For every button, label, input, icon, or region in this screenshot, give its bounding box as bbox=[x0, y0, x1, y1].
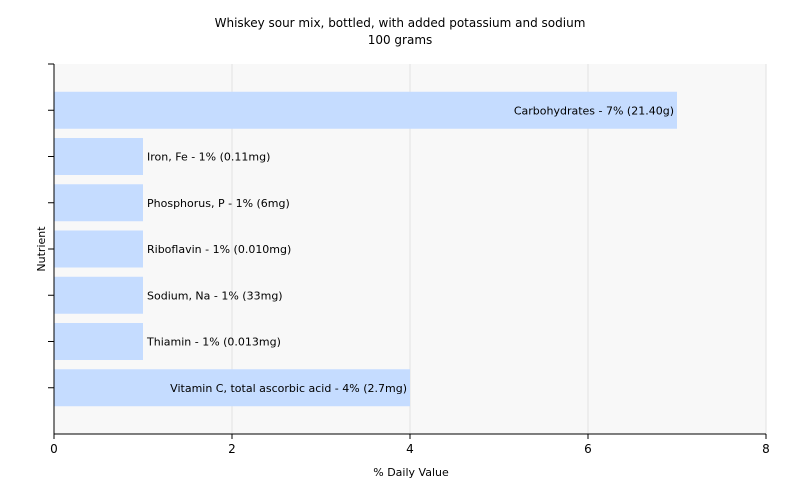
bar bbox=[54, 369, 410, 407]
x-tick-label: 6 bbox=[584, 442, 592, 456]
x-tick-label: 0 bbox=[50, 442, 58, 456]
chart-subtitle: 100 grams bbox=[368, 33, 433, 47]
x-tick-label: 2 bbox=[228, 442, 236, 456]
bar bbox=[54, 323, 143, 360]
bar-label: Phosphorus, P - 1% (6mg) bbox=[147, 197, 290, 210]
bar-label: Vitamin C, total ascorbic acid - 4% (2.7… bbox=[170, 382, 407, 395]
bar bbox=[54, 138, 143, 175]
bar-label: Carbohydrates - 7% (21.40g) bbox=[514, 104, 674, 117]
bar-label: Thiamin - 1% (0.013mg) bbox=[146, 336, 281, 349]
bar-label: Sodium, Na - 1% (33mg) bbox=[147, 289, 283, 302]
bar bbox=[54, 91, 677, 129]
bar-label: Riboflavin - 1% (0.010mg) bbox=[147, 243, 291, 256]
bars: Carbohydrates - 7% (21.40g) Iron, Fe - 1%… bbox=[54, 91, 677, 407]
y-ticks bbox=[48, 63, 54, 389]
x-tick-label: 4 bbox=[406, 442, 414, 456]
bar-label: Iron, Fe - 1% (0.11mg) bbox=[147, 151, 270, 164]
chart-title: Whiskey sour mix, bottled, with added po… bbox=[215, 16, 586, 30]
bar bbox=[54, 276, 143, 314]
x-tick-label: 8 bbox=[762, 442, 770, 456]
x-ticks: 0 2 4 6 8 bbox=[50, 434, 770, 456]
bar bbox=[54, 184, 143, 222]
x-axis-label: % Daily Value bbox=[373, 466, 449, 479]
bar bbox=[54, 230, 143, 268]
y-axis-label: Nutrient bbox=[35, 226, 48, 272]
